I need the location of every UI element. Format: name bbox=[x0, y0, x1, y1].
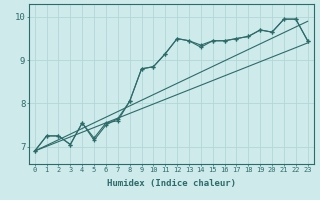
X-axis label: Humidex (Indice chaleur): Humidex (Indice chaleur) bbox=[107, 179, 236, 188]
